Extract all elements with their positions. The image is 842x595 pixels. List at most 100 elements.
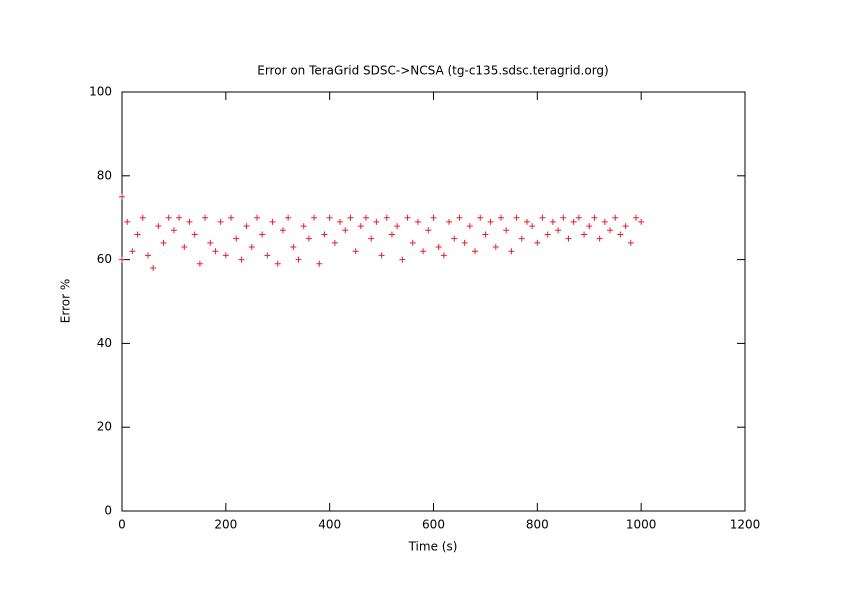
point xyxy=(591,214,598,221)
point xyxy=(150,264,157,271)
x-axis-label: Time (s) xyxy=(408,540,458,554)
point xyxy=(539,214,546,221)
point xyxy=(217,218,224,225)
point xyxy=(368,235,375,242)
point xyxy=(311,214,318,221)
point xyxy=(601,218,608,225)
point xyxy=(383,214,390,221)
point xyxy=(529,223,536,230)
point xyxy=(394,223,401,230)
point xyxy=(144,252,151,259)
point xyxy=(414,218,421,225)
point xyxy=(129,248,136,255)
point xyxy=(518,235,525,242)
point xyxy=(570,218,577,225)
x-tick-label: 800 xyxy=(526,518,549,532)
point xyxy=(316,260,323,267)
point xyxy=(596,235,603,242)
point xyxy=(233,235,240,242)
point xyxy=(170,227,177,234)
point xyxy=(228,214,235,221)
point xyxy=(290,244,297,251)
point xyxy=(321,231,328,238)
point xyxy=(347,214,354,221)
point xyxy=(248,244,255,251)
point xyxy=(503,227,510,234)
point xyxy=(575,214,582,221)
point xyxy=(622,223,629,230)
point xyxy=(461,239,468,246)
x-tick-label: 0 xyxy=(118,518,126,532)
point xyxy=(196,260,203,267)
point xyxy=(607,227,614,234)
point xyxy=(399,256,406,263)
point xyxy=(253,214,260,221)
y-tick-label: 40 xyxy=(97,336,112,350)
point xyxy=(326,214,333,221)
point xyxy=(409,239,416,246)
y-axis-label: Error % xyxy=(59,279,73,323)
point xyxy=(513,214,520,221)
point xyxy=(207,239,214,246)
point xyxy=(440,252,447,259)
point xyxy=(243,223,250,230)
point xyxy=(119,256,125,263)
point xyxy=(632,214,639,221)
point xyxy=(612,214,619,221)
point xyxy=(581,231,588,238)
point xyxy=(212,248,219,255)
point xyxy=(404,214,411,221)
point xyxy=(430,214,437,221)
y-tick-label: 60 xyxy=(97,252,112,266)
point xyxy=(264,252,271,259)
point xyxy=(295,256,302,263)
point xyxy=(420,248,427,255)
plot-frame xyxy=(121,91,746,512)
point xyxy=(160,239,167,246)
point xyxy=(492,244,499,251)
point xyxy=(477,214,484,221)
point xyxy=(363,214,370,221)
point xyxy=(560,214,567,221)
x-tick-label: 200 xyxy=(214,518,237,532)
point xyxy=(305,235,312,242)
point xyxy=(202,214,209,221)
point xyxy=(300,223,307,230)
point xyxy=(497,214,504,221)
point xyxy=(425,227,432,234)
y-tick-label: 100 xyxy=(89,85,112,99)
point xyxy=(279,227,286,234)
point xyxy=(482,231,489,238)
point xyxy=(586,223,593,230)
point xyxy=(627,239,634,246)
point xyxy=(388,231,395,238)
point xyxy=(337,218,344,225)
point xyxy=(638,218,645,225)
point xyxy=(523,218,530,225)
point xyxy=(181,244,188,251)
point xyxy=(466,223,473,230)
point xyxy=(446,218,453,225)
point xyxy=(331,239,338,246)
point xyxy=(269,218,276,225)
point xyxy=(508,248,515,255)
y-tick-label: 80 xyxy=(97,168,112,182)
point xyxy=(617,231,624,238)
point xyxy=(176,214,183,221)
x-tick-label: 400 xyxy=(318,518,341,532)
y-tick-label: 20 xyxy=(97,420,112,434)
point xyxy=(155,223,162,230)
x-tick-label: 1200 xyxy=(730,518,761,532)
x-tick-label: 600 xyxy=(422,518,445,532)
point xyxy=(342,227,349,234)
point xyxy=(549,218,556,225)
point xyxy=(451,235,458,242)
point xyxy=(357,223,364,230)
point xyxy=(119,193,125,200)
point xyxy=(472,248,479,255)
y-tick-label: 0 xyxy=(104,504,112,518)
point xyxy=(124,218,131,225)
point xyxy=(352,248,359,255)
point xyxy=(487,218,494,225)
